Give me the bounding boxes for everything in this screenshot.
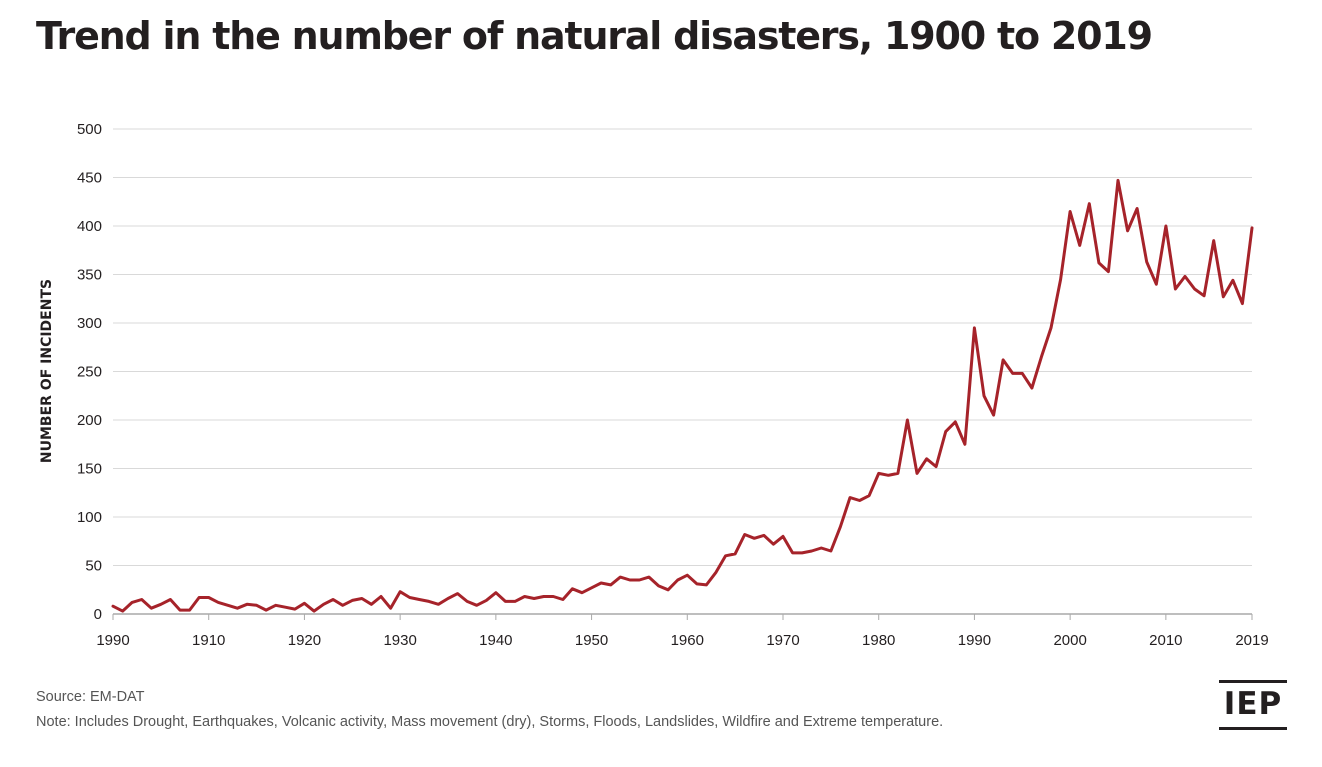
y-axis-label: NUMBER OF INCIDENTS: [39, 279, 55, 463]
x-tick-label: 1960: [671, 632, 704, 649]
y-tick-label: 350: [77, 267, 102, 284]
y-tick-label: 200: [77, 412, 102, 429]
x-tick-label: 2000: [1053, 632, 1086, 649]
y-tick-label: 400: [77, 218, 102, 235]
series-line: [111, 178, 1254, 613]
logo-text: IEP: [1223, 686, 1283, 722]
x-tick-label: 1970: [766, 632, 799, 649]
y-tick-label: 100: [77, 509, 102, 526]
iep-logo: IEP: [1219, 680, 1287, 730]
y-tick-label: 250: [77, 364, 102, 381]
chart-title: Trend in the number of natural disasters…: [36, 14, 1153, 58]
y-axis-tick-labels: 0 50 100 150 200 250 300 350 400 450 500: [77, 121, 102, 623]
x-tick-label: 1990: [96, 632, 129, 649]
x-tick-label: 1990: [958, 632, 991, 649]
x-tick-label: 2010: [1149, 632, 1182, 649]
grid-lines: [113, 128, 1252, 615]
y-tick-label: 450: [77, 170, 102, 187]
logo-bottom-bar: [1219, 727, 1287, 730]
x-tick-label: 1910: [192, 632, 225, 649]
x-tick-label: 2019: [1235, 632, 1268, 649]
x-axis-tick-labels: 1990 1910 1920 1930 1940 1950 1960 1970 1980 1990…: [96, 614, 1269, 649]
series-group: [111, 178, 1254, 613]
source-note: Source: EM-DAT: [36, 689, 145, 705]
y-tick-label: 500: [77, 121, 102, 138]
x-tick-label: 1930: [383, 632, 416, 649]
logo-top-bar: [1219, 680, 1287, 683]
x-tick-label: 1980: [862, 632, 895, 649]
footnote: Note: Includes Drought, Earthquakes, Vol…: [36, 714, 944, 730]
x-tick-label: 1920: [288, 632, 321, 649]
y-tick-label: 50: [85, 558, 102, 575]
y-tick-label: 0: [94, 606, 102, 623]
x-tick-label: 1940: [479, 632, 512, 649]
x-tick-label: 1950: [575, 632, 608, 649]
y-tick-label: 300: [77, 315, 102, 332]
y-tick-label: 150: [77, 461, 102, 478]
